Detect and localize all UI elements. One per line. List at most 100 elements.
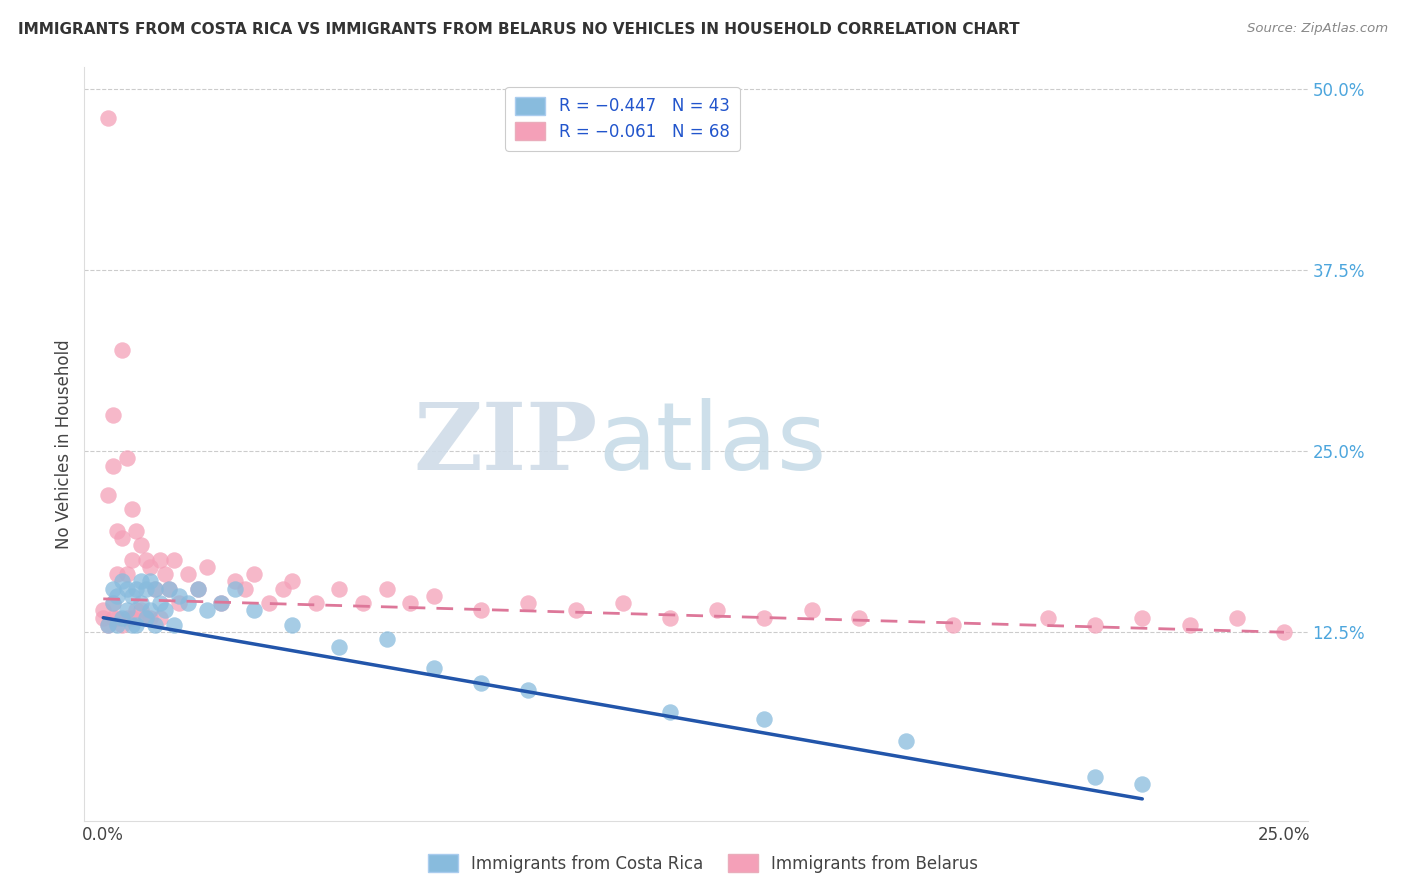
Point xyxy=(125,524,148,538)
Point xyxy=(111,531,134,545)
Point xyxy=(1084,770,1107,784)
Point xyxy=(101,458,124,473)
Point xyxy=(101,408,124,422)
Point xyxy=(129,603,152,617)
Point xyxy=(121,552,143,567)
Point xyxy=(149,552,172,567)
Point xyxy=(135,611,157,625)
Point xyxy=(224,582,246,596)
Point xyxy=(115,582,138,596)
Point xyxy=(1130,777,1153,791)
Point xyxy=(305,596,328,610)
Legend: R = −0.447   N = 43, R = −0.061   N = 68: R = −0.447 N = 43, R = −0.061 N = 68 xyxy=(506,87,740,151)
Point xyxy=(101,582,124,596)
Point xyxy=(143,618,166,632)
Text: IMMIGRANTS FROM COSTA RICA VS IMMIGRANTS FROM BELARUS NO VEHICLES IN HOUSEHOLD C: IMMIGRANTS FROM COSTA RICA VS IMMIGRANTS… xyxy=(18,22,1019,37)
Point xyxy=(177,596,200,610)
Point xyxy=(187,582,209,596)
Point xyxy=(149,611,172,625)
Point xyxy=(177,567,200,582)
Point xyxy=(659,611,682,625)
Point xyxy=(209,596,232,610)
Point xyxy=(125,582,148,596)
Point xyxy=(129,574,152,589)
Point xyxy=(121,618,143,632)
Point xyxy=(107,567,129,582)
Point xyxy=(101,596,124,610)
Point xyxy=(139,611,162,625)
Point xyxy=(157,582,180,596)
Point xyxy=(423,589,446,603)
Point xyxy=(470,676,492,690)
Text: ZIP: ZIP xyxy=(413,399,598,489)
Point xyxy=(97,618,120,632)
Point xyxy=(111,618,134,632)
Point xyxy=(125,618,148,632)
Point xyxy=(115,451,138,466)
Point xyxy=(101,611,124,625)
Point xyxy=(754,611,776,625)
Point xyxy=(153,603,176,617)
Point xyxy=(187,582,209,596)
Legend: Immigrants from Costa Rica, Immigrants from Belarus: Immigrants from Costa Rica, Immigrants f… xyxy=(420,847,986,880)
Point xyxy=(754,712,776,726)
Point xyxy=(1226,611,1249,625)
Point xyxy=(139,603,162,617)
Point xyxy=(153,567,176,582)
Y-axis label: No Vehicles in Household: No Vehicles in Household xyxy=(55,339,73,549)
Point xyxy=(121,589,143,603)
Point xyxy=(149,596,172,610)
Point xyxy=(157,582,180,596)
Point xyxy=(111,611,134,625)
Point xyxy=(97,111,120,125)
Point xyxy=(139,574,162,589)
Point xyxy=(163,618,186,632)
Point xyxy=(1130,611,1153,625)
Point xyxy=(129,596,152,610)
Point xyxy=(281,618,304,632)
Point xyxy=(328,582,350,596)
Point xyxy=(894,734,917,748)
Point xyxy=(129,538,152,552)
Point xyxy=(115,611,138,625)
Point xyxy=(125,603,148,617)
Point xyxy=(328,640,350,654)
Point xyxy=(243,603,266,617)
Point xyxy=(233,582,256,596)
Point xyxy=(97,487,120,501)
Point xyxy=(135,611,157,625)
Point xyxy=(564,603,586,617)
Point xyxy=(517,683,540,698)
Point xyxy=(121,611,143,625)
Point xyxy=(97,618,120,632)
Point xyxy=(115,567,138,582)
Point xyxy=(135,552,157,567)
Point xyxy=(111,574,134,589)
Point xyxy=(1272,625,1295,640)
Point xyxy=(107,611,129,625)
Point xyxy=(375,582,398,596)
Point xyxy=(1178,618,1201,632)
Point xyxy=(706,603,728,617)
Point xyxy=(107,589,129,603)
Point xyxy=(209,596,232,610)
Point xyxy=(143,582,166,596)
Point xyxy=(517,596,540,610)
Point xyxy=(942,618,965,632)
Point xyxy=(352,596,374,610)
Point xyxy=(257,596,280,610)
Point xyxy=(1084,618,1107,632)
Point xyxy=(224,574,246,589)
Point xyxy=(470,603,492,617)
Point xyxy=(195,603,218,617)
Point xyxy=(399,596,422,610)
Point xyxy=(800,603,823,617)
Point xyxy=(612,596,634,610)
Point xyxy=(271,582,294,596)
Point xyxy=(163,552,186,567)
Point xyxy=(243,567,266,582)
Point xyxy=(281,574,304,589)
Point xyxy=(107,524,129,538)
Point xyxy=(167,596,190,610)
Point xyxy=(143,582,166,596)
